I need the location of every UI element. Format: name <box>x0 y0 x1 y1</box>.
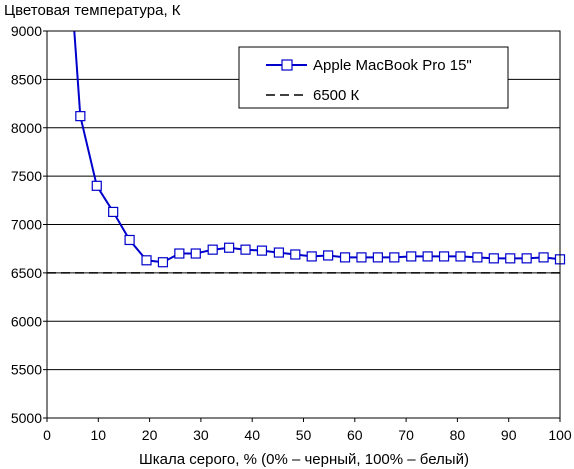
data-point-marker <box>240 244 251 255</box>
data-point-marker <box>224 242 235 253</box>
x-tick-label-100: 100 <box>548 427 572 443</box>
x-tick-label-30: 30 <box>193 427 209 443</box>
data-point-marker <box>505 253 516 264</box>
data-point-marker <box>75 111 86 122</box>
data-point-marker <box>422 251 433 262</box>
x-tick-label-80: 80 <box>450 427 466 443</box>
data-point-marker <box>339 252 351 263</box>
y-tick-label-7500: 7500 <box>11 168 42 184</box>
data-point-marker <box>389 252 400 263</box>
x-tick-label-10: 10 <box>91 427 107 443</box>
y-tick-label-8000: 8000 <box>11 120 42 136</box>
x-axis-ticks: 0 10 20 30 40 50 60 70 80 90 100 <box>43 418 572 443</box>
legend: Apple MacBook Pro 15" 6500 К <box>238 46 509 109</box>
y-tick-label-5500: 5500 <box>11 362 42 378</box>
x-tick-label-40: 40 <box>244 427 260 443</box>
legend-label-reference: 6500 К <box>313 87 360 104</box>
data-point-marker <box>108 206 119 218</box>
x-tick-label-70: 70 <box>398 427 414 443</box>
grid-lines <box>47 78 560 371</box>
legend-label-series: Apple MacBook Pro 15" <box>313 57 472 74</box>
y-tick-label-6500: 6500 <box>11 265 42 281</box>
x-tick-label-20: 20 <box>142 427 158 443</box>
data-point-marker <box>207 244 218 255</box>
data-point-marker <box>91 180 102 191</box>
data-point-marker <box>174 248 185 259</box>
y-tick-label-6000: 6000 <box>11 313 42 329</box>
data-point-marker <box>323 250 334 261</box>
data-point-marker <box>356 252 367 263</box>
y-tick-label-8500: 8500 <box>11 71 42 87</box>
data-point-marker <box>256 245 268 256</box>
data-point-marker <box>290 249 301 260</box>
y-axis-title: Цветовая температура, К <box>4 2 181 19</box>
x-tick-label-0: 0 <box>43 427 51 443</box>
x-axis-title: Шкала серого, % (0% – черный, 100% – бел… <box>139 451 469 468</box>
data-point-marker <box>406 251 417 262</box>
data-point-marker <box>455 251 466 262</box>
legend-box <box>238 46 509 109</box>
data-point-marker <box>141 255 152 266</box>
data-point-marker <box>472 252 483 263</box>
data-point-marker <box>306 251 317 262</box>
y-tick-label-9000: 9000 <box>11 23 42 39</box>
data-point-marker <box>273 247 284 258</box>
series-markers <box>75 111 566 268</box>
x-tick-label-50: 50 <box>296 427 312 443</box>
series-line-macbook <box>73 31 560 264</box>
data-point-marker <box>372 252 383 263</box>
data-point-marker <box>521 253 532 264</box>
y-tick-label-5000: 5000 <box>11 410 42 426</box>
data-point-marker <box>488 253 499 264</box>
data-point-marker <box>438 251 450 262</box>
data-point-marker <box>124 234 135 246</box>
data-point-marker <box>538 252 549 263</box>
data-point-marker <box>157 257 169 268</box>
data-point-marker <box>190 248 201 259</box>
y-tick-label-7000: 7000 <box>11 217 42 233</box>
x-tick-label-60: 60 <box>347 427 363 443</box>
series-line-group <box>73 31 560 264</box>
legend-swatch-series-marker <box>281 59 293 71</box>
y-axis-ticks: 5000 5500 6000 6500 7000 7500 8000 8500 9000 <box>11 23 47 426</box>
x-tick-label-90: 90 <box>501 427 517 443</box>
